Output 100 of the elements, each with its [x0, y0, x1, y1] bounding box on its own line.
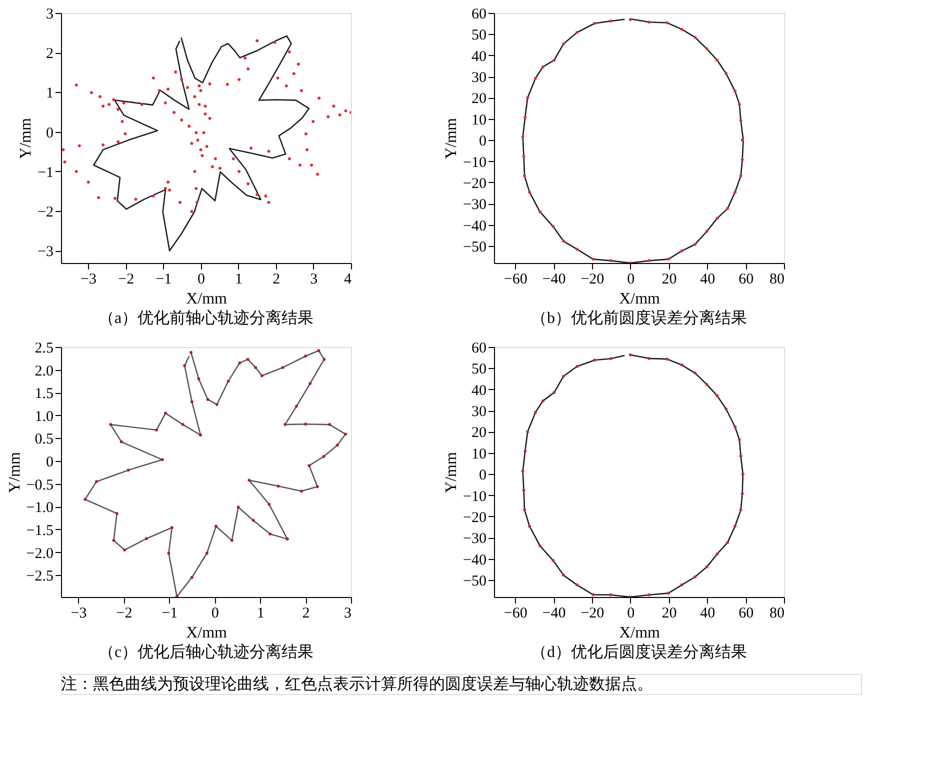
point	[522, 488, 526, 492]
point	[322, 358, 326, 361]
y-tick-label: 1.5	[34, 386, 54, 402]
point	[666, 358, 669, 361]
point	[522, 154, 526, 158]
x-tick-label: −3	[80, 272, 97, 288]
point	[740, 158, 744, 162]
x-tick-label: −20	[580, 606, 604, 622]
point	[648, 20, 651, 24]
y-tick-label: 1	[46, 86, 54, 102]
x-tick-label: −3	[70, 606, 87, 622]
point	[740, 138, 744, 142]
point	[84, 498, 87, 501]
y-tick-label: −20	[463, 176, 486, 192]
point	[575, 248, 578, 251]
point	[562, 42, 566, 46]
x-axis-title: X/mm	[619, 624, 660, 642]
x-tick-label: 2	[302, 606, 310, 622]
x-tick-label: −1	[162, 606, 178, 622]
point	[160, 458, 164, 462]
point	[523, 174, 526, 178]
y-tick-label: 2.0	[34, 363, 54, 380]
point	[716, 394, 719, 398]
point	[562, 574, 566, 577]
y-tick-label: −50	[463, 574, 486, 590]
point	[666, 21, 669, 24]
point	[552, 391, 556, 394]
point	[268, 532, 272, 536]
point	[562, 374, 566, 378]
x-tick-label: 0	[211, 606, 219, 622]
point	[294, 404, 298, 408]
point	[167, 552, 170, 555]
point	[734, 90, 737, 93]
point	[694, 575, 697, 578]
point	[328, 423, 332, 426]
point	[562, 240, 566, 243]
point	[322, 454, 326, 458]
point	[538, 210, 542, 214]
x-tick-label: 40	[700, 606, 716, 622]
point	[526, 96, 530, 100]
point	[724, 72, 728, 75]
x-tick-label: 80	[770, 606, 784, 622]
point	[260, 374, 264, 378]
y-tick-label: 30	[472, 70, 486, 86]
point	[716, 216, 719, 220]
point	[734, 425, 737, 428]
text: （b）优化前圆度误差分离结果	[531, 309, 747, 327]
y-tick-label: 1.0	[34, 408, 54, 425]
point	[739, 119, 742, 122]
y-tick-label: 0.5	[34, 432, 54, 448]
point	[199, 434, 202, 437]
point	[190, 350, 192, 354]
text: 注：黑色曲线为预设理论曲线，红色点表示计算所得的圆度误差与轴心轨迹数据点。	[61, 675, 653, 693]
x-tick-label: 0	[627, 272, 635, 288]
point	[344, 432, 348, 436]
y-tick-label: −10	[463, 488, 486, 505]
point	[281, 366, 284, 370]
x-tick-label: −20	[580, 272, 604, 288]
point	[308, 464, 311, 468]
point	[609, 593, 612, 596]
point	[252, 518, 255, 522]
x-tick-label: −40	[542, 272, 566, 288]
y-tick-label: 10	[472, 112, 486, 128]
point	[183, 364, 186, 368]
x-tick-label: 1	[256, 606, 264, 622]
point	[716, 58, 719, 62]
point	[308, 382, 312, 385]
y-tick-label: 60	[472, 6, 486, 22]
text: （d）优化后圆度误差分离结果	[531, 643, 747, 661]
point	[304, 422, 308, 426]
point	[521, 469, 524, 472]
x-axis-title: X/mm	[619, 290, 660, 308]
point	[592, 593, 595, 596]
y-tick-label: −40	[463, 552, 486, 568]
point	[190, 576, 194, 579]
y-tick-label: −20	[463, 510, 486, 526]
point	[609, 259, 612, 262]
point	[552, 559, 555, 562]
y-tick-label: −0.5	[26, 477, 54, 494]
point	[144, 537, 148, 540]
point	[109, 423, 112, 426]
x-tick-label: 4	[344, 272, 352, 288]
y-tick-label: −2.0	[26, 546, 54, 562]
point	[726, 207, 730, 210]
point	[276, 484, 280, 488]
point	[238, 361, 242, 364]
point	[738, 438, 741, 442]
point	[528, 190, 532, 194]
point	[214, 524, 218, 528]
point	[164, 412, 168, 415]
y-tick-label: −1	[38, 164, 54, 181]
y-tick-label: 0	[46, 454, 54, 471]
line-series	[522, 18, 744, 263]
x-axis-title: X/mm	[186, 624, 228, 642]
point	[236, 506, 240, 509]
point	[666, 258, 670, 261]
y-tick-label: −50	[463, 240, 486, 256]
y-tick-label: −2	[38, 204, 54, 221]
point	[526, 430, 530, 434]
point	[741, 472, 744, 476]
